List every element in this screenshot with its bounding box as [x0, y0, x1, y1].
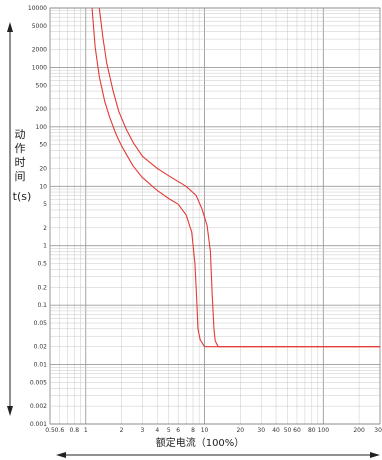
x-tick-label: 4: [155, 427, 159, 434]
x-tick-label: 30: [257, 427, 265, 434]
x-tick-label: 40: [272, 427, 280, 434]
y-tick-label: 200: [36, 106, 48, 113]
x-axis-arrow-right-head: [370, 452, 380, 458]
y-axis-label-char-3: 时: [15, 156, 26, 169]
y-tick-label: 0.5: [37, 261, 47, 268]
y-axis-label-char-2: 作: [15, 142, 26, 155]
y-tick-label: 0.02: [34, 344, 48, 351]
y-axis-arrow-tail: [7, 406, 13, 416]
y-tick-label: 1: [43, 243, 47, 250]
y-tick-label: 0.1: [37, 302, 47, 309]
x-tick-label: 60: [293, 427, 301, 434]
x-tick-label: 8: [191, 427, 195, 434]
x-tick-label: 6: [176, 427, 180, 434]
x-tick-label: 200: [353, 427, 365, 434]
y-tick-label: 0.2: [37, 284, 47, 291]
x-axis-label: 额定电流（100%）: [156, 436, 245, 449]
x-tick-label: 5: [167, 427, 171, 434]
x-tick-label: 0.8: [69, 427, 79, 434]
y-tick-label: 50: [39, 142, 47, 149]
trip-curve-line-2: [98, 7, 380, 348]
y-axis-label-char-1: 动: [15, 128, 26, 141]
y-tick-label: 10: [39, 183, 47, 190]
y-tick-label: 0.01: [34, 362, 48, 369]
y-tick-label: 10000: [28, 5, 47, 12]
y-tick-label: 1000: [32, 64, 47, 71]
x-axis-arrow-left-head: [56, 452, 66, 458]
y-tick-labels: 10000 5000 2000 1000 500 200 100 50 20 10 5 2 1 0.5 0.…: [28, 5, 47, 428]
y-axis-unit-label: t(s): [13, 190, 32, 203]
y-tick-label: 2000: [32, 47, 47, 54]
y-tick-label: 500: [36, 82, 48, 89]
trip-curve-line-1: [91, 7, 380, 348]
y-tick-label: 0.001: [30, 421, 47, 428]
y-tick-label: 100: [36, 124, 48, 131]
x-tick-label: 50: [284, 427, 292, 434]
y-axis-arrow-head: [7, 22, 13, 32]
x-tick-label: 20: [236, 427, 244, 434]
y-tick-label: 5000: [32, 23, 47, 30]
x-tick-label: 10: [201, 427, 209, 434]
plot-border: [49, 7, 381, 425]
x-tick-label: 2: [120, 427, 124, 434]
curve-layer: [91, 7, 380, 348]
x-tick-label: 0.6: [55, 427, 65, 434]
x-tick-label: 300: [374, 427, 382, 434]
y-tick-label: 2: [43, 225, 47, 232]
y-tick-label: 5: [43, 201, 47, 208]
y-tick-label: 0.05: [34, 320, 48, 327]
y-tick-label: 0.002: [30, 403, 47, 410]
x-tick-label: 100: [318, 427, 330, 434]
x-tick-label: 0.5: [45, 427, 55, 434]
y-tick-label: 0.005: [30, 379, 47, 386]
y-axis-label-char-4: 间: [15, 170, 26, 183]
y-tick-label: 20: [39, 165, 47, 172]
chart-grid: [49, 7, 381, 425]
x-tick-label: 80: [308, 427, 316, 434]
x-tick-label: 3: [141, 427, 145, 434]
x-tick-label: 1: [84, 427, 88, 434]
